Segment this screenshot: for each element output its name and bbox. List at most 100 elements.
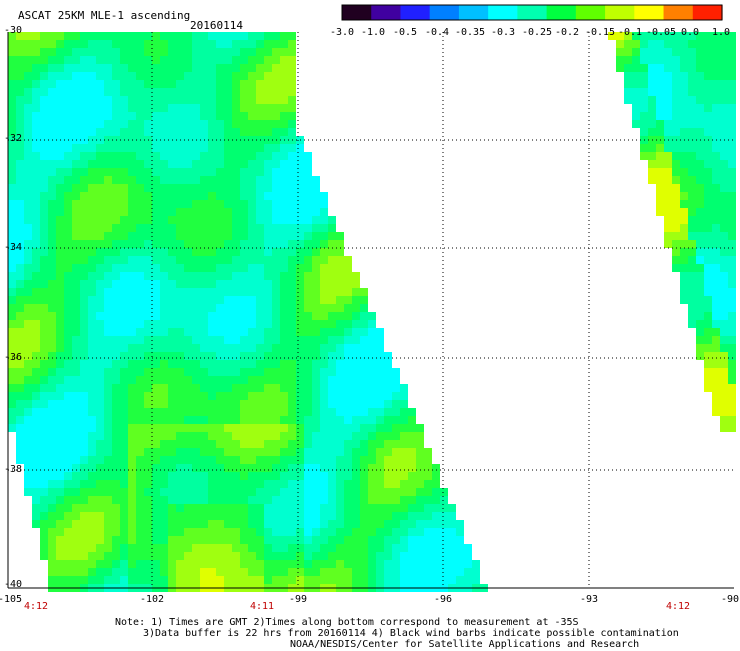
swath-cell <box>152 64 160 72</box>
swath-cell <box>120 152 128 160</box>
swath-cell <box>264 440 272 448</box>
swath-cell <box>672 176 680 184</box>
swath-cell <box>680 80 688 88</box>
swath-cell <box>720 120 728 128</box>
swath-cell <box>16 408 24 416</box>
swath-cell <box>728 216 736 224</box>
swath-cell <box>680 64 688 72</box>
swath-cell <box>200 120 208 128</box>
swath-cell <box>184 416 192 424</box>
swath-cell <box>232 88 240 96</box>
swath-cell <box>192 56 200 64</box>
swath-cell <box>272 576 280 584</box>
swath-cell <box>152 40 160 48</box>
swath-cell <box>416 576 424 584</box>
swath-cell <box>336 384 344 392</box>
swath-cell <box>352 416 360 424</box>
swath-cell <box>160 176 168 184</box>
swath-cell <box>320 264 328 272</box>
swath-cell <box>416 496 424 504</box>
swath-cell <box>64 424 72 432</box>
swath-cell <box>688 280 696 288</box>
swath-cell <box>384 456 392 464</box>
swath-cell <box>128 456 136 464</box>
swath-cell <box>160 384 168 392</box>
swath-cell <box>64 40 72 48</box>
swath-cell <box>672 128 680 136</box>
swath-cell <box>152 416 160 424</box>
swath-cell <box>336 432 344 440</box>
swath-cell <box>336 544 344 552</box>
swath-cell <box>400 520 408 528</box>
swath-cell <box>720 408 728 416</box>
lat-label: -34 <box>4 242 23 253</box>
swath-cell <box>656 192 664 200</box>
swath-cell <box>312 296 320 304</box>
swath-cell <box>384 560 392 568</box>
swath-cell <box>224 112 232 120</box>
swath-cell <box>240 56 248 64</box>
swath-cell <box>128 184 136 192</box>
swath-cell <box>32 440 40 448</box>
swath-cell <box>192 216 200 224</box>
swath-cell <box>24 368 32 376</box>
swath-cell <box>320 408 328 416</box>
swath-cell <box>136 568 144 576</box>
swath-cell <box>88 88 96 96</box>
swath-cell <box>352 312 360 320</box>
swath-cell <box>144 208 152 216</box>
swath-cell <box>256 200 264 208</box>
swath-cell <box>224 176 232 184</box>
swath-cell <box>112 64 120 72</box>
swath-cell <box>56 448 64 456</box>
swath-cell <box>280 248 288 256</box>
swath-cell <box>312 328 320 336</box>
swath-cell <box>280 384 288 392</box>
swath-cell <box>16 272 24 280</box>
swath-cell <box>328 224 336 232</box>
swath-cell <box>88 168 96 176</box>
swath-cell <box>696 48 704 56</box>
swath-cell <box>120 576 128 584</box>
swath-cell <box>160 72 168 80</box>
swath-cell <box>264 336 272 344</box>
swath-cell <box>280 272 288 280</box>
colorbar-label: -0.4 <box>424 27 450 38</box>
swath-cell <box>176 352 184 360</box>
swath-cell <box>232 488 240 496</box>
swath-cell <box>360 368 368 376</box>
swath-cell <box>168 248 176 256</box>
colorbar-swatch <box>605 5 635 20</box>
swath-cell <box>152 192 160 200</box>
swath-cell <box>248 304 256 312</box>
swath-cell <box>656 104 664 112</box>
swath-cell <box>112 560 120 568</box>
swath-cell <box>96 152 104 160</box>
swath-cell <box>80 312 88 320</box>
swath-cell <box>360 304 368 312</box>
swath-cell <box>312 176 320 184</box>
swath-cell <box>128 112 136 120</box>
swath-cell <box>280 48 288 56</box>
swath-cell <box>712 248 720 256</box>
swath-cell <box>248 296 256 304</box>
swath-cell <box>712 216 720 224</box>
swath-cell <box>240 272 248 280</box>
swath-cell <box>72 392 80 400</box>
swath-cell <box>248 160 256 168</box>
swath-cell <box>176 64 184 72</box>
swath-cell <box>96 264 104 272</box>
colorbar-label: -0.1 <box>617 27 643 38</box>
swath-cell <box>152 128 160 136</box>
swath-cell <box>224 120 232 128</box>
swath-cell <box>104 456 112 464</box>
swath-cell <box>272 296 280 304</box>
swath-cell <box>280 352 288 360</box>
swath-cell <box>96 272 104 280</box>
swath-cell <box>664 192 672 200</box>
swath-cell <box>24 488 32 496</box>
swath-cell <box>720 376 728 384</box>
swath-cell <box>296 152 304 160</box>
swath-cell <box>432 480 440 488</box>
colorbar-swatch <box>400 5 431 20</box>
